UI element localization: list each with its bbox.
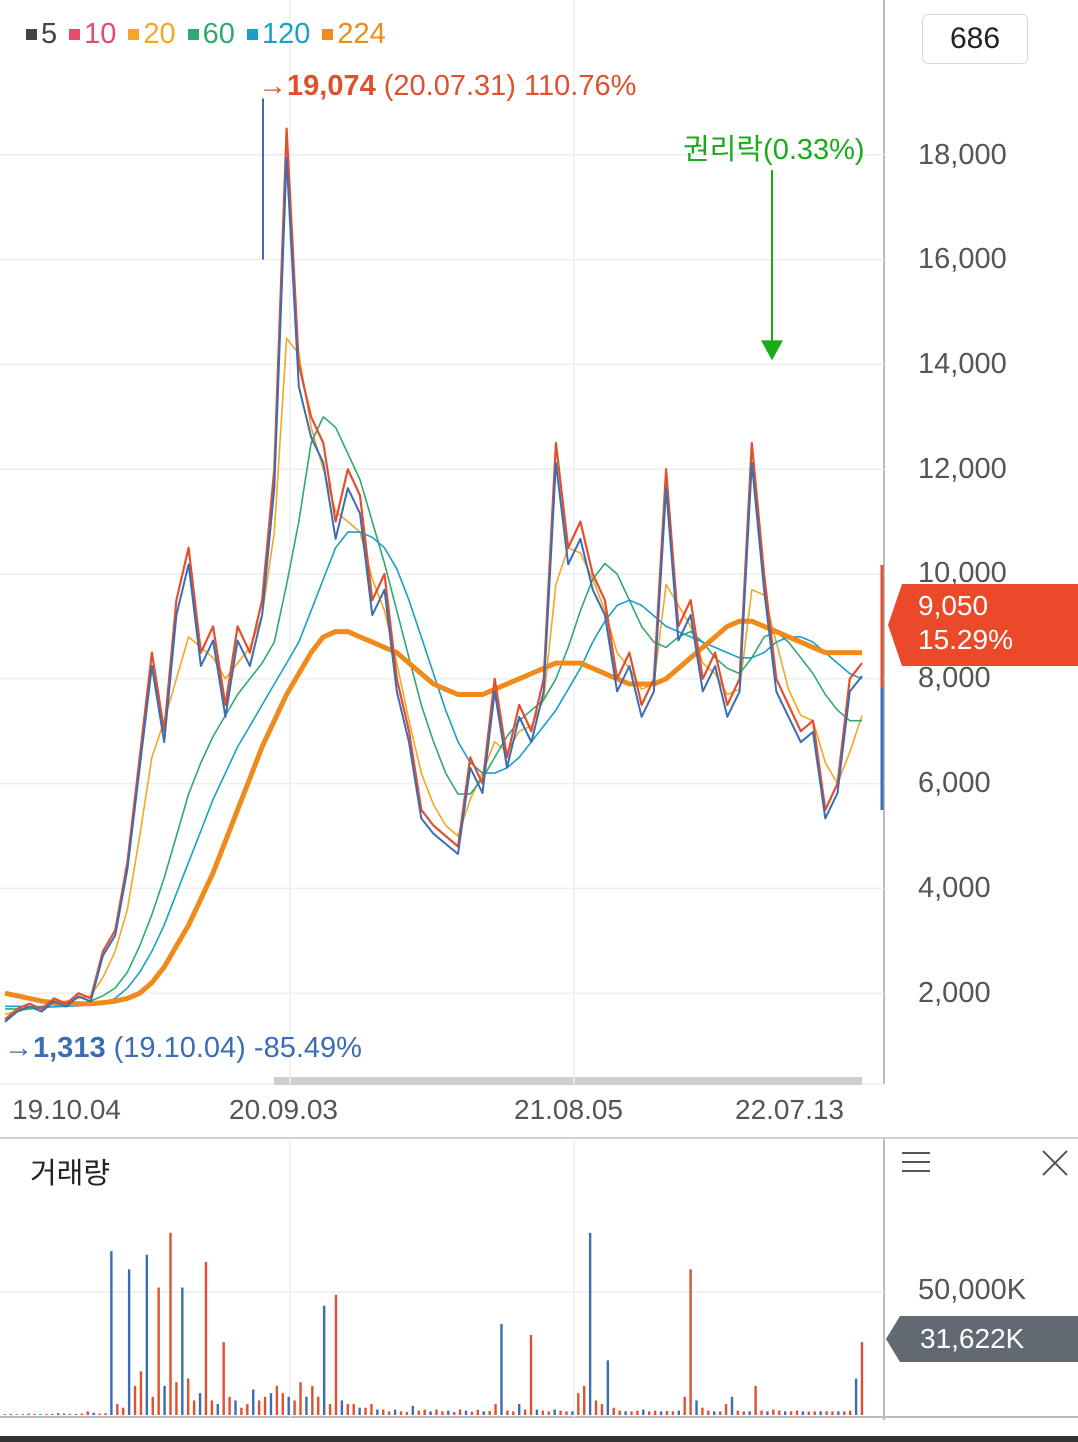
- high-date: (20.07.31): [383, 70, 516, 102]
- ma-line-60: [5, 416, 862, 1010]
- x-tick-label: 21.08.05: [514, 1094, 623, 1125]
- legend-swatch-icon: [128, 29, 140, 40]
- volume-title: 거래량: [30, 1158, 111, 1190]
- ma-line-20: [4, 337, 863, 1015]
- legend-item-224[interactable]: 224: [322, 18, 386, 51]
- legend-swatch-icon: [246, 29, 258, 40]
- legend-item-5[interactable]: 5: [26, 18, 57, 51]
- low-pct: -85.49%: [253, 1032, 362, 1064]
- event-label: 권리락(0.33%): [683, 134, 865, 166]
- high-arrow-icon: →: [258, 70, 287, 102]
- legend-item-60[interactable]: 60: [187, 18, 235, 51]
- y-tick-label: 12,000: [918, 453, 1007, 485]
- menu-icon[interactable]: [902, 1152, 930, 1174]
- low-arrow-icon: →: [4, 1032, 33, 1064]
- price-line-up: [4, 127, 863, 1021]
- event-arrow-head-icon: [761, 340, 783, 361]
- legend-swatch-icon: [69, 29, 81, 40]
- legend-label: 224: [337, 18, 386, 50]
- legend-swatch-icon: [322, 29, 334, 40]
- current-price-badge: 9,050 15.29%: [888, 584, 1078, 666]
- low-value: 1,313: [33, 1032, 106, 1064]
- period-box[interactable]: 686: [922, 14, 1028, 64]
- scrollbar-thumb: [274, 1077, 862, 1085]
- legend-label: 5: [41, 18, 58, 50]
- menu-icon-line: [902, 1152, 930, 1154]
- legend-label: 120: [261, 18, 311, 50]
- ma-line-224: [4, 618, 862, 1007]
- x-tick-label: 20.09.03: [229, 1094, 338, 1125]
- menu-icon-line: [902, 1170, 930, 1172]
- legend-item-10[interactable]: 10: [69, 18, 116, 51]
- current-volume-badge: 31,622K: [886, 1316, 1078, 1362]
- y-tick-label: 6,000: [918, 767, 991, 799]
- legend-swatch-icon: [26, 29, 37, 40]
- legend-item-120[interactable]: 120: [246, 18, 311, 51]
- high-value: 19,074: [287, 70, 376, 102]
- price-line-down: [4, 156, 863, 1023]
- y-tick-label: 8,000: [918, 662, 991, 694]
- y-tick-label: 18,000: [918, 139, 1007, 171]
- current-volume: 31,622K: [920, 1323, 1025, 1354]
- close-icon[interactable]: [1040, 1148, 1070, 1178]
- low-annotation: →1,313 (19.10.04) -85.49%: [4, 1032, 362, 1065]
- menu-icon-line: [902, 1161, 930, 1163]
- y-tick-label: 10,000: [918, 557, 1007, 589]
- low-date: (19.10.04): [113, 1032, 246, 1064]
- bottom-edge: [0, 1436, 1078, 1442]
- high-pct: 110.76%: [524, 70, 637, 102]
- legend-label: 60: [202, 18, 235, 50]
- x-tick-label: 22.07.13: [735, 1094, 844, 1125]
- y-tick-label: 2,000: [918, 977, 991, 1009]
- legend-label: 20: [143, 18, 176, 50]
- high-annotation: →19,074 (20.07.31) 110.76%: [258, 70, 636, 103]
- ma-legend: 5 10 20 60 120 224: [26, 18, 386, 51]
- current-change: 15.29%: [918, 624, 1013, 655]
- y-tick-label: 16,000: [918, 243, 1007, 275]
- current-price: 9,050: [918, 590, 989, 621]
- legend-label: 10: [84, 18, 117, 50]
- volume-y-tick: 50,000K: [918, 1274, 1027, 1306]
- ma-line-120: [5, 531, 863, 1008]
- legend-swatch-icon: [187, 29, 199, 40]
- legend-item-20[interactable]: 20: [128, 18, 176, 51]
- x-tick-label: 19.10.04: [12, 1094, 121, 1125]
- y-tick-label: 4,000: [918, 872, 991, 904]
- y-tick-label: 14,000: [918, 348, 1007, 380]
